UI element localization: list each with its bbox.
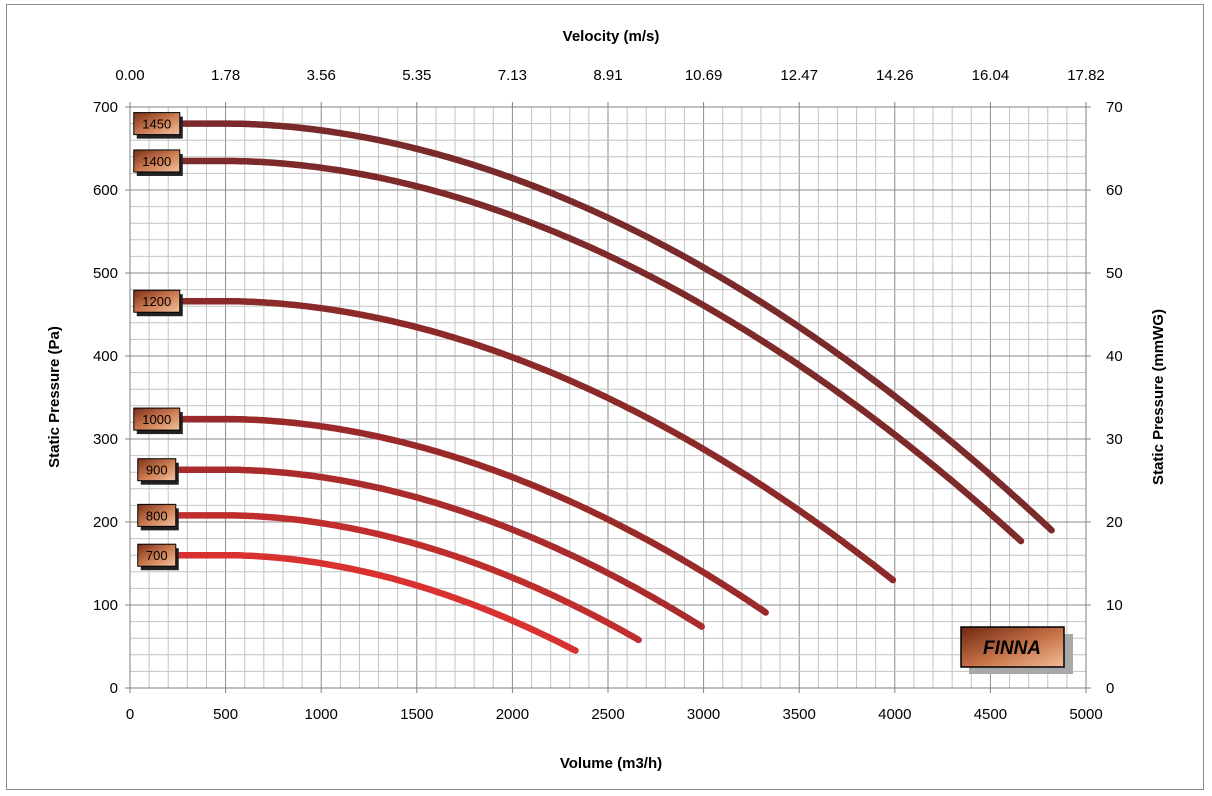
x2-tick-label: 7.13: [498, 67, 527, 84]
label-text: 800: [146, 508, 168, 523]
x-tick-label: 3000: [687, 706, 720, 723]
curve-label-900: 900: [137, 458, 179, 485]
speed-curve-1000: [164, 415, 769, 616]
x2-tick-label: 17.82: [1067, 67, 1105, 84]
x-tick-label: 4000: [878, 706, 911, 723]
label-text: 1400: [142, 154, 171, 169]
speed-curve-1450: [164, 120, 1055, 534]
y2-tick-label: 30: [1106, 431, 1123, 448]
curve-label-1400: 1400: [133, 149, 183, 176]
y2-tick-label: 0: [1106, 680, 1114, 697]
brand-logo: FINNA: [960, 626, 1073, 674]
speed-curve-900: [164, 466, 705, 630]
curve-label-1200: 1200: [133, 289, 183, 317]
label-text: 1450: [142, 117, 171, 132]
label-box: [133, 407, 181, 431]
label-box: [133, 149, 181, 173]
label-box: [137, 543, 177, 567]
y2-axis-title: Static Pressure (mmWG): [1150, 309, 1167, 485]
label-box: [137, 503, 177, 527]
label-text: 700: [146, 548, 168, 563]
x2-tick-label: 3.56: [307, 67, 336, 84]
x2-tick-label: 14.26: [876, 67, 914, 84]
y-tick-label: 100: [93, 597, 118, 614]
x-tick-label: 1000: [305, 706, 338, 723]
speed-curve-1200: [164, 297, 897, 584]
x-tick-label: 0: [126, 706, 134, 723]
y-tick-label: 300: [93, 431, 118, 448]
y-tick-label: 200: [93, 514, 118, 531]
speed-curve-800: [164, 512, 642, 644]
x-axis-title: Volume (m3/h): [560, 755, 662, 772]
x-tick-label: 4500: [974, 706, 1007, 723]
label-text: 1000: [142, 412, 171, 427]
y2-tick-label: 10: [1106, 597, 1123, 614]
x2-axis-title: Velocity (m/s): [563, 28, 660, 45]
y-axis-title: Static Pressure (Pa): [46, 326, 63, 468]
x2-tick-label: 10.69: [685, 67, 723, 84]
y2-tick-label: 70: [1106, 99, 1123, 116]
curve-label-1000: 1000: [133, 407, 183, 435]
curves: [164, 120, 1055, 654]
y-tick-label: 700: [93, 99, 118, 116]
curve-label-1450: 1450: [133, 112, 183, 139]
x2-tick-label: 16.04: [972, 67, 1010, 84]
label-text: 900: [146, 463, 168, 478]
y2-tick-label: 50: [1106, 265, 1123, 282]
x-tick-label: 500: [213, 706, 238, 723]
x2-tick-label: 1.78: [211, 67, 240, 84]
speed-curve-700: [164, 551, 579, 654]
y-tick-label: 500: [93, 265, 118, 282]
y2-tick-label: 20: [1106, 514, 1123, 531]
label-box: [133, 112, 181, 136]
x-tick-label: 1500: [400, 706, 433, 723]
y-tick-label: 400: [93, 348, 118, 365]
y2-tick-label: 60: [1106, 182, 1123, 199]
x-tick-label: 5000: [1069, 706, 1102, 723]
speed-curve-1400: [164, 157, 1025, 545]
label-box: [133, 289, 181, 313]
curve-label-800: 800: [137, 503, 179, 531]
x-tick-label: 3500: [783, 706, 816, 723]
curve-labels: 1450 1400 1200 1000 900 800 700: [133, 112, 183, 571]
curve-label-700: 700: [137, 543, 179, 571]
y-tick-label: 600: [93, 182, 118, 199]
brand-text: FINNA: [983, 638, 1041, 659]
x-tick-label: 2500: [591, 706, 624, 723]
y2-tick-label: 40: [1106, 348, 1123, 365]
y-tick-label: 0: [110, 680, 118, 697]
x2-tick-label: 0.00: [115, 67, 144, 84]
x-tick-label: 2000: [496, 706, 529, 723]
label-text: 1200: [142, 294, 171, 309]
x2-tick-label: 8.91: [593, 67, 622, 84]
label-box: [137, 458, 177, 482]
x2-tick-label: 5.35: [402, 67, 431, 84]
x2-tick-label: 12.47: [780, 67, 818, 84]
